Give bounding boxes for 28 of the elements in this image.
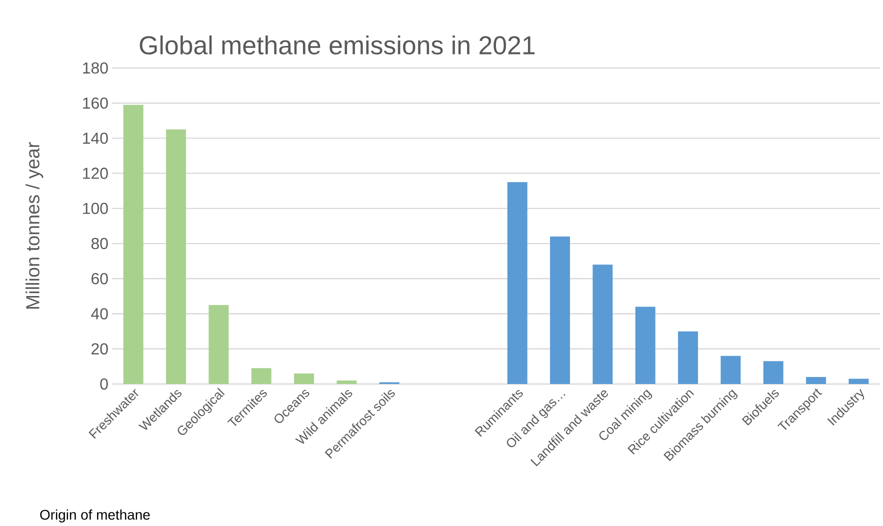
chart-title: Global methane emissions in 2021 <box>140 35 535 54</box>
y-tick-label: 100 <box>83 202 108 214</box>
bar <box>592 264 613 384</box>
bar <box>123 104 144 384</box>
bar <box>294 373 314 384</box>
bar <box>208 304 229 384</box>
y-axis-title: Million tonnes / year <box>26 142 44 309</box>
y-tick-label: 60 <box>92 273 108 284</box>
y-tick-label: 80 <box>91 238 108 250</box>
bar <box>678 331 698 384</box>
y-tick-label: 180 <box>83 62 108 74</box>
bar <box>336 380 357 384</box>
y-tick-label: 160 <box>83 97 108 109</box>
bar <box>550 236 570 384</box>
bar <box>720 356 741 384</box>
x-axis-title: Origin of methane <box>40 509 150 522</box>
y-tick-label: 40 <box>91 308 108 320</box>
y-tick-label: 140 <box>83 132 108 144</box>
bar <box>848 378 869 384</box>
bar <box>806 376 826 384</box>
y-tick-label: 20 <box>92 343 108 355</box>
bar <box>166 129 186 384</box>
bar <box>507 182 528 384</box>
bar <box>763 361 784 384</box>
bar <box>251 368 272 384</box>
y-tick-label: 120 <box>83 168 108 179</box>
y-tick-label: 0 <box>100 378 108 390</box>
bar <box>635 306 656 384</box>
